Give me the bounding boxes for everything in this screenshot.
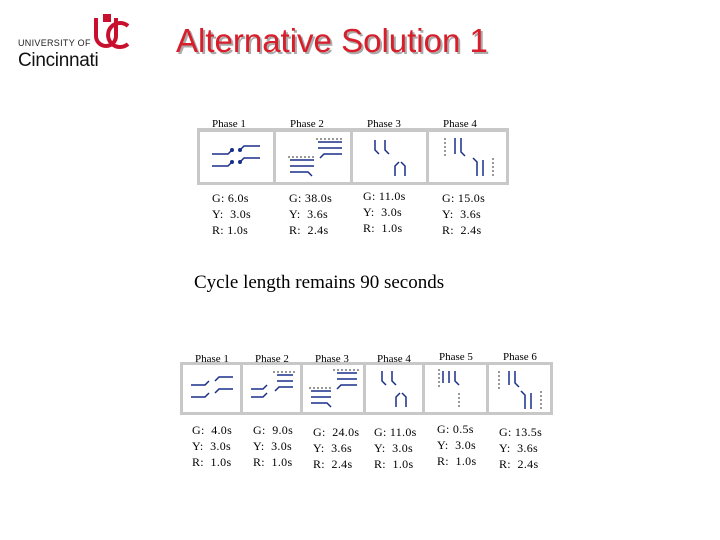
yellow-time: Y: 3.6s xyxy=(313,441,352,455)
yellow-time: Y: 3.0s xyxy=(363,205,402,219)
phase-diagram xyxy=(429,132,506,182)
phase-diagram xyxy=(243,365,300,412)
green-time: G: 13.5s xyxy=(499,425,543,439)
side-street-left-turn-icon xyxy=(381,371,407,407)
red-time: R: 2.4s xyxy=(289,223,329,237)
red-time: R: 1.0s xyxy=(253,455,293,469)
phase-diagram xyxy=(183,365,240,412)
side-street-left-turn-icon xyxy=(374,140,406,176)
lead-left-through-icon xyxy=(251,371,295,398)
red-time: R: 1.0s xyxy=(363,221,403,235)
phase-label: Phase 1 xyxy=(212,118,246,130)
phase-label: Phase 5 xyxy=(439,351,473,363)
yellow-time: Y: 3.6s xyxy=(442,207,481,221)
phase-label: Phase 6 xyxy=(503,351,537,363)
side-street-lead-icon xyxy=(438,369,460,409)
green-time: G: 15.0s xyxy=(442,191,486,205)
yellow-time: Y: 3.0s xyxy=(437,438,476,452)
phase-timing: G: 13.5s Y: 3.6s R: 2.4s xyxy=(499,424,542,472)
green-time: G: 11.0s xyxy=(363,189,406,203)
phase-diagram xyxy=(366,365,422,412)
through-movement-arrows-icon xyxy=(288,138,344,177)
phase-label: Phase 2 xyxy=(290,118,324,130)
yellow-time: Y: 3.0s xyxy=(192,439,231,453)
phase-timing: G: 9.0s Y: 3.0s R: 1.0s xyxy=(253,422,293,470)
red-time: R: 1.0s xyxy=(374,457,414,471)
green-time: G: 4.0s xyxy=(192,423,233,437)
red-time: R: 1.0s xyxy=(437,454,477,468)
green-time: G: 0.5s xyxy=(437,422,474,436)
phase-timing: G: 11.0s Y: 3.0s R: 1.0s xyxy=(374,424,417,472)
green-time: G: 24.0s xyxy=(313,425,360,439)
green-time: G: 38.0s xyxy=(289,191,333,205)
phase-diagram xyxy=(425,365,486,412)
green-time: G: 11.0s xyxy=(374,425,417,439)
phase-diagram xyxy=(303,365,363,412)
phase-diagram xyxy=(353,132,426,182)
phase-timing: G: 6.0s Y: 3.0s R: 1.0s xyxy=(212,190,251,238)
cycle-length-note: Cycle length remains 90 seconds xyxy=(194,272,445,293)
yellow-time: Y: 3.0s xyxy=(212,207,251,221)
phase-diagram xyxy=(489,365,550,412)
phase-diagram xyxy=(276,132,350,182)
red-time: R: 2.4s xyxy=(313,457,353,471)
red-time: R: 2.4s xyxy=(499,457,539,471)
university-logo: UNIVERSITY OF Cincinnati xyxy=(18,12,138,72)
left-turn-arrows-icon xyxy=(212,145,260,167)
yellow-time: Y: 3.6s xyxy=(289,207,328,221)
phase-timing: G: 11.0s Y: 3.0s R: 1.0s xyxy=(363,188,406,236)
red-time: R: 1.0s xyxy=(192,455,232,469)
phase-diagram xyxy=(200,132,273,182)
phase-label: Phase 4 xyxy=(443,118,477,130)
phase-timing: G: 15.0s Y: 3.6s R: 2.4s xyxy=(442,190,485,238)
phase-timing: G: 38.0s Y: 3.6s R: 2.4s xyxy=(289,190,332,238)
side-street-through-icon xyxy=(444,138,494,176)
red-time: R: 1.0s xyxy=(212,223,249,237)
green-time: G: 9.0s xyxy=(253,423,294,437)
phase-timing: G: 24.0s Y: 3.6s R: 2.4s xyxy=(313,424,359,472)
phase-timing: G: 4.0s Y: 3.0s R: 1.0s xyxy=(192,422,232,470)
side-street-through-icon xyxy=(498,371,542,409)
green-time: G: 6.0s xyxy=(212,191,249,205)
yellow-time: Y: 3.0s xyxy=(253,439,292,453)
through-movement-arrows-icon xyxy=(309,369,359,408)
yellow-time: Y: 3.0s xyxy=(374,441,413,455)
logo-name-text: Cincinnati xyxy=(18,50,99,71)
uc-monogram-icon xyxy=(94,14,130,49)
slide-title: Alternative Solution 1 xyxy=(176,22,488,59)
yellow-time: Y: 3.6s xyxy=(499,441,538,455)
phase-label: Phase 3 xyxy=(367,118,401,130)
left-turn-arrows-icon xyxy=(191,376,233,398)
red-time: R: 2.4s xyxy=(442,223,482,237)
phase-timing: G: 0.5s Y: 3.0s R: 1.0s xyxy=(437,421,476,469)
logo-university-text: UNIVERSITY OF xyxy=(18,38,91,48)
